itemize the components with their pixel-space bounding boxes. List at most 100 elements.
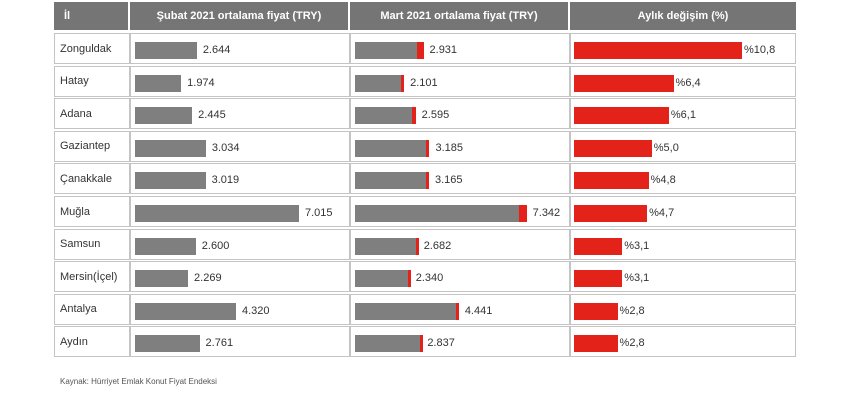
mar-price-cell: 2.595	[350, 98, 570, 130]
change-cell: %5,0	[570, 130, 796, 162]
change-bar	[574, 42, 742, 59]
mar-increase-segment	[425, 172, 429, 190]
mar-price-cell: 7.342	[350, 196, 570, 227]
change-cell: %6,4	[570, 65, 796, 97]
change-label: %10,8	[744, 44, 776, 56]
mar-price-label: 2.682	[423, 239, 452, 252]
city-label: Gaziantep	[54, 130, 130, 162]
mar-price-cell: 2.340	[350, 261, 570, 293]
mar-price-label: 2.931	[429, 44, 458, 56]
table-row: Muğla 7.015 7.342 %4,7	[54, 196, 796, 228]
mar-increase-segment	[519, 205, 527, 222]
mar-increase-segment	[419, 335, 423, 353]
mar-price-cell: 2.931	[350, 33, 570, 64]
change-label: %5,0	[653, 141, 679, 154]
feb-price-bar	[135, 270, 189, 288]
feb-price-label: 2.600	[201, 239, 230, 252]
feb-price-label: 3.034	[211, 141, 240, 154]
change-cell: %6,1	[570, 98, 796, 130]
change-label: %2,8	[619, 304, 645, 317]
mar-increase-segment	[412, 107, 416, 125]
feb-price-label: 2.269	[194, 272, 222, 285]
city-label: Adana	[54, 98, 130, 130]
change-cell: %3,1	[570, 228, 796, 260]
feb-price-cell: 7.015	[130, 196, 350, 227]
mar-price-label: 2.101	[410, 76, 438, 89]
feb-price-label: 3.019	[211, 174, 240, 187]
city-label: Mersin(İçel)	[54, 261, 130, 293]
chart-frame: İl Şubat 2021 ortalama fiyat (TRY) Mart …	[52, 0, 798, 400]
feb-price-cell: 3.034	[130, 130, 350, 162]
feb-price-cell: 2.445	[130, 98, 350, 130]
change-cell: %4,7	[570, 196, 796, 227]
mar-increase-segment	[401, 74, 405, 92]
mar-increase-segment	[415, 237, 419, 255]
mar-price-label: 3.185	[435, 141, 463, 154]
feb-price-bar	[135, 139, 206, 157]
change-label: %6,1	[670, 109, 696, 122]
feb-price-label: 2.761	[205, 337, 234, 350]
header-city: İl	[54, 2, 128, 30]
mar-increase-segment	[455, 302, 459, 320]
mar-price-cell: 2.837	[350, 326, 570, 358]
change-cell: %2,8	[570, 326, 796, 358]
change-bar	[574, 270, 623, 288]
mar-price-bar	[355, 205, 527, 222]
table-row: Hatay 1.974 2.101 %6,4	[54, 65, 796, 98]
feb-price-bar	[135, 205, 299, 222]
change-cell: %4,8	[570, 163, 796, 195]
mar-increase-segment	[416, 42, 424, 59]
mar-price-bar	[355, 172, 429, 190]
feb-price-label: 7.015	[305, 207, 333, 219]
city-label: Zonguldak	[54, 33, 130, 64]
mar-increase-segment	[425, 139, 430, 157]
source-note: Kaynak: Hürriyet Emlak Konut Fiyat Endek…	[60, 377, 217, 386]
city-label: Muğla	[54, 196, 130, 227]
change-label: %3,1	[624, 272, 650, 285]
feb-price-cell: 2.269	[130, 261, 350, 293]
mar-price-bar	[355, 139, 430, 157]
table-row: Zonguldak 2.644 2.931 %10,8	[54, 33, 796, 65]
feb-price-bar	[135, 42, 197, 59]
mar-price-cell: 2.682	[350, 228, 570, 260]
mar-price-cell: 3.165	[350, 163, 570, 195]
mar-price-bar	[355, 42, 424, 59]
change-bar	[574, 139, 652, 157]
city-label: Samsun	[54, 228, 130, 260]
mar-price-bar	[355, 270, 412, 288]
city-label: Hatay	[54, 65, 130, 97]
mar-price-bar	[355, 237, 419, 255]
change-bar	[574, 302, 618, 320]
city-label: Çanakkale	[54, 163, 130, 195]
table-row: Mersin(İçel) 2.269 2.340 %3,1	[54, 261, 796, 293]
change-cell: %2,8	[570, 293, 796, 325]
mar-price-cell: 3.185	[350, 130, 570, 162]
change-label: %4,8	[650, 174, 676, 187]
change-bar	[574, 237, 623, 255]
change-bar	[574, 205, 648, 222]
mar-price-cell: 4.441	[350, 293, 570, 325]
feb-price-bar	[135, 237, 196, 255]
feb-price-label: 2.445	[198, 109, 226, 122]
mar-price-bar	[355, 107, 416, 125]
mar-price-label: 2.837	[427, 337, 455, 350]
mar-price-label: 7.342	[532, 207, 561, 219]
feb-price-cell: 2.761	[130, 326, 350, 358]
change-cell: %10,8	[570, 33, 796, 64]
change-bar	[574, 74, 674, 92]
feb-price-bar	[135, 74, 182, 92]
feb-price-bar	[135, 172, 206, 190]
feb-price-cell: 4.320	[130, 293, 350, 325]
change-label: %3,1	[624, 239, 650, 252]
change-label: %4,7	[649, 207, 675, 219]
change-bar	[574, 107, 669, 125]
mar-price-bar	[355, 74, 405, 92]
change-bar	[574, 335, 618, 353]
feb-price-cell: 2.644	[130, 33, 350, 64]
table-row: Aydın 2.761 2.837 %2,8	[54, 326, 796, 358]
table-row: Samsun 2.600 2.682 %3,1	[54, 228, 796, 261]
header-feb: Şubat 2021 ortalama fiyat (TRY)	[130, 2, 348, 30]
feb-price-bar	[135, 107, 193, 125]
city-label: Antalya	[54, 293, 130, 325]
feb-price-label: 4.320	[241, 304, 270, 317]
